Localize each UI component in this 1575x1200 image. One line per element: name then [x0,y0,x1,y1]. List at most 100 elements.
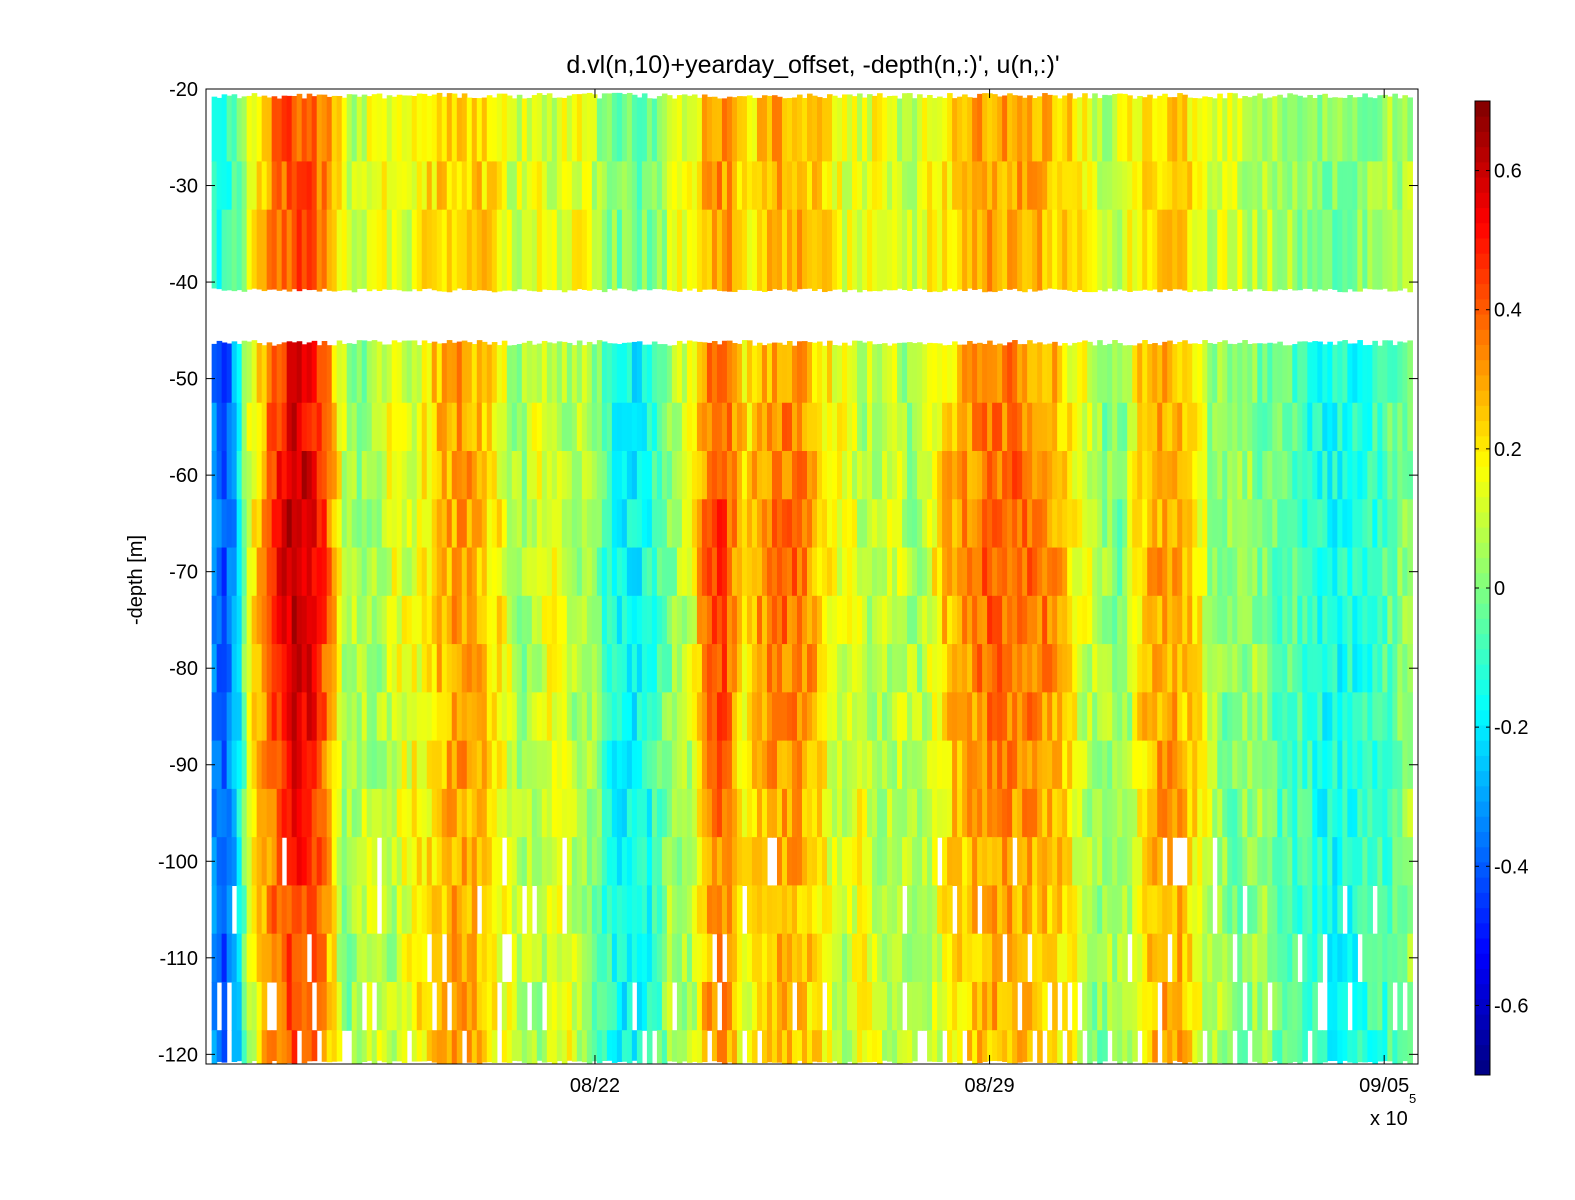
heatmap-cell [1152,595,1158,645]
heatmap-cell [1322,209,1328,291]
heatmap-cell [516,547,523,597]
heatmap-cell [1047,933,1053,983]
heatmap-cell [1092,209,1098,293]
heatmap-cell [1017,1030,1023,1063]
heatmap-cell [391,499,398,549]
heatmap-cell [1202,644,1208,693]
heatmap-cell [546,933,553,983]
heatmap-cell [381,451,388,500]
heatmap-cell [1227,547,1233,597]
heatmap-cell [796,547,803,597]
heatmap-cell [1107,451,1113,500]
heatmap-cell [396,595,403,645]
heatmap-cell [867,94,873,162]
heatmap-cell [341,692,348,742]
heatmap-cell [296,161,303,211]
heatmap-cell [1242,402,1248,452]
heatmap-cell [526,933,533,983]
heatmap-cell [1147,740,1153,790]
heatmap-cell [726,340,733,404]
heatmap-cell [786,692,793,742]
heatmap-cell [651,499,658,549]
heatmap-cell [1367,595,1373,645]
heatmap-cell [311,837,318,887]
heatmap-cell [511,644,518,693]
heatmap-cell [807,788,813,838]
heatmap-cell [631,885,638,935]
heatmap-cell [521,547,528,597]
heatmap-cell [1387,161,1393,211]
heatmap-cell [1047,161,1053,211]
heatmap-cell [691,451,698,500]
heatmap-cell [736,933,743,983]
heatmap-cell [1257,1030,1263,1064]
heatmap-cell [446,451,453,500]
heatmap-cell [1047,692,1053,742]
heatmap-cell [251,595,258,645]
heatmap-cell [1357,644,1363,693]
heatmap-cell [481,451,488,500]
heatmap-cell [726,933,733,983]
heatmap-cell [1382,837,1388,887]
heatmap-cell [887,981,893,1031]
heatmap-cell [1072,451,1078,500]
heatmap-cell [1332,981,1338,1031]
heatmap-cell [1222,340,1228,404]
heatmap-cell [686,209,693,291]
heatmap-cell [661,885,668,935]
heatmap-cell [221,342,228,404]
heatmap-cell [1017,837,1023,887]
heatmap-cell [1137,95,1143,163]
heatmap-cell [1367,97,1373,162]
heatmap-cell [381,1030,388,1063]
heatmap-cell [441,161,448,211]
heatmap-cell [631,451,638,500]
heatmap-cell [967,451,973,500]
colorbar-segment [1475,664,1490,680]
heatmap-cell [256,402,263,452]
heatmap-cell [251,547,258,597]
heatmap-cell [291,451,298,500]
heatmap-cell [526,451,533,500]
heatmap-cell [1062,402,1068,452]
heatmap-cell [892,402,898,452]
heatmap-cell [521,499,528,549]
heatmap-cell [1287,93,1293,162]
heatmap-cell [296,692,303,742]
heatmap-cell [1072,885,1078,935]
heatmap-cell [932,981,938,1031]
heatmap-cell [721,981,728,1031]
heatmap-cell [611,209,618,291]
heatmap-cell [506,451,513,500]
heatmap-cell [1352,692,1358,742]
heatmap-cell [271,402,278,452]
heatmap-cell [847,692,853,742]
heatmap-cell [1032,499,1038,549]
heatmap-cell [596,499,603,549]
heatmap-cell [601,644,608,693]
heatmap-cell [401,885,408,935]
heatmap-cell [641,788,648,838]
heatmap-cell [501,981,508,1031]
heatmap-cell [431,595,438,645]
heatmap-cell [581,788,588,838]
heatmap-cell [1122,595,1128,645]
heatmap-cell [531,933,538,983]
heatmap-cell [1137,209,1143,291]
heatmap-cell [651,644,658,693]
heatmap-cell [446,595,453,645]
heatmap-cell [711,885,718,935]
heatmap-cell [822,345,828,404]
heatmap-cell [822,402,828,452]
heatmap-cell [1122,740,1128,790]
heatmap-cell [676,547,683,597]
heatmap-cell [1237,499,1243,549]
heatmap-cell [741,740,748,790]
heatmap-cell [726,451,733,500]
heatmap-cell [491,837,498,887]
heatmap-cell [967,209,973,289]
heatmap-cell [1337,644,1343,693]
heatmap-cell [1207,788,1213,838]
heatmap-cell [306,93,313,162]
heatmap-cell [1147,788,1153,838]
